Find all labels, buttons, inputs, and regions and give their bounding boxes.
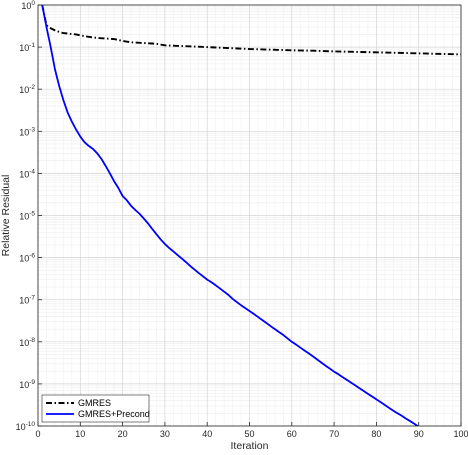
x-tick-label: 100 xyxy=(453,429,468,439)
x-axis-label: Iteration xyxy=(231,440,269,452)
y-tick-label: 100 xyxy=(21,0,35,11)
y-axis-ticks: 10-10 10-9 10-8 10-7 10-6 10-5 10-4 10-3 10-2 10-… xyxy=(16,0,42,432)
legend: GMRES GMRES+Precond xyxy=(41,394,150,423)
y-tick-label: 10-6 xyxy=(19,253,35,264)
y-tick-label: 10-4 xyxy=(19,168,35,179)
x-tick-label: 10 xyxy=(75,429,85,439)
y-tick-label: 10-8 xyxy=(19,337,35,348)
series-line-gmres xyxy=(41,5,461,56)
x-axis-ticks: 0 10 20 30 40 50 60 70 80 90 100 xyxy=(35,422,468,439)
y-tick-label: 10-9 xyxy=(19,379,35,390)
x-tick-label: 0 xyxy=(35,429,40,439)
legend-label-gmres-precond: GMRES+Precond xyxy=(78,409,150,419)
x-tick-label: 20 xyxy=(118,429,128,439)
y-tick-label: 10-3 xyxy=(19,126,35,137)
y-tick-label: 10-5 xyxy=(19,211,35,222)
x-tick-label: 90 xyxy=(414,429,424,439)
series-layer xyxy=(41,5,461,426)
legend-box xyxy=(41,394,150,423)
y-tick-label: 10-10 xyxy=(16,421,36,432)
y-tick-label: 10-7 xyxy=(19,295,35,306)
y-axis-label: Relative Residual xyxy=(0,175,12,257)
x-tick-label: 80 xyxy=(371,429,381,439)
x-tick-label: 50 xyxy=(244,429,254,439)
x-tick-label: 40 xyxy=(202,429,212,439)
y-tick-label: 10-1 xyxy=(19,42,35,53)
y-tick-label: 10-2 xyxy=(19,84,35,95)
x-tick-label: 30 xyxy=(160,429,170,439)
x-tick-label: 60 xyxy=(287,429,297,439)
x-tick-label: 70 xyxy=(329,429,339,439)
legend-label-gmres: GMRES xyxy=(78,398,111,408)
series-line-gmres-precond xyxy=(41,5,420,426)
